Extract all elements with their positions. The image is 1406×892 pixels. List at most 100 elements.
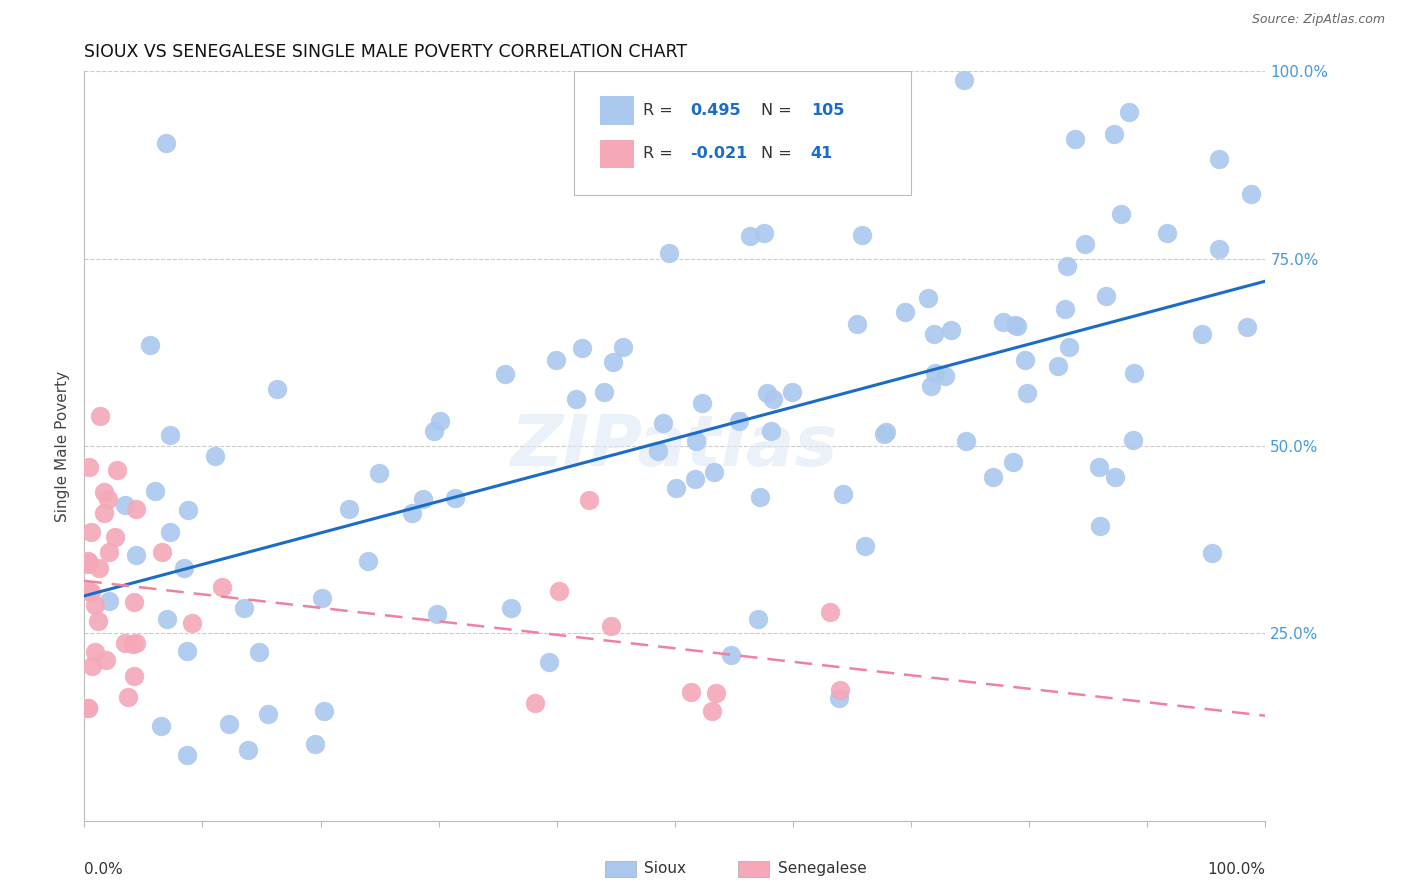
Point xyxy=(77,701,100,715)
Point xyxy=(176,747,198,762)
Text: Senegalese: Senegalese xyxy=(778,862,866,876)
Point xyxy=(80,585,103,599)
Point xyxy=(1064,132,1087,146)
Point xyxy=(143,484,166,499)
Point xyxy=(748,491,770,505)
Text: 41: 41 xyxy=(811,146,832,161)
Point xyxy=(139,337,162,351)
Point xyxy=(578,492,600,507)
Point xyxy=(1240,187,1263,202)
Point xyxy=(1005,319,1028,334)
Point xyxy=(1118,105,1140,120)
Point xyxy=(747,612,769,626)
Point xyxy=(149,719,172,733)
Point xyxy=(922,327,945,342)
Point xyxy=(423,425,446,439)
Point xyxy=(830,682,852,697)
Point xyxy=(704,686,727,700)
Point xyxy=(122,637,145,651)
Point xyxy=(1104,469,1126,483)
Point xyxy=(658,245,681,260)
Point xyxy=(77,701,100,715)
Text: N =: N = xyxy=(761,103,797,118)
Point xyxy=(499,601,522,615)
Point xyxy=(494,368,516,382)
Point xyxy=(1014,353,1036,368)
Point xyxy=(1074,237,1097,252)
Point xyxy=(924,366,946,380)
Point xyxy=(754,226,776,240)
Point xyxy=(93,507,115,521)
Point xyxy=(853,539,876,553)
Point xyxy=(1004,318,1026,333)
Text: 0.495: 0.495 xyxy=(690,103,741,118)
Point xyxy=(759,424,782,438)
Point xyxy=(357,553,380,567)
Point xyxy=(87,614,110,628)
Point xyxy=(125,548,148,562)
Text: SIOUX VS SENEGALESE SINGLE MALE POVERTY CORRELATION CHART: SIOUX VS SENEGALESE SINGLE MALE POVERTY … xyxy=(84,44,688,62)
Point xyxy=(156,612,179,626)
Point xyxy=(1088,459,1111,474)
Point xyxy=(176,644,198,658)
Point xyxy=(1053,301,1076,316)
Point xyxy=(304,737,326,751)
Text: N =: N = xyxy=(761,146,797,161)
Point xyxy=(547,584,569,599)
Point xyxy=(652,417,675,431)
Point xyxy=(1094,289,1116,303)
Point xyxy=(93,484,115,499)
Point xyxy=(762,392,785,406)
Point xyxy=(312,704,335,718)
Point xyxy=(311,591,333,606)
Point xyxy=(685,434,707,448)
Point xyxy=(1156,227,1178,241)
Text: R =: R = xyxy=(643,103,678,118)
Point xyxy=(1047,359,1070,373)
Point xyxy=(845,318,868,332)
Point xyxy=(820,605,842,619)
Point xyxy=(953,73,976,87)
Point xyxy=(1057,340,1080,354)
Point xyxy=(177,503,200,517)
Point xyxy=(218,716,240,731)
Point xyxy=(173,560,195,574)
Point xyxy=(266,382,288,396)
Point xyxy=(1109,207,1132,221)
Point xyxy=(337,502,360,516)
Text: 100.0%: 100.0% xyxy=(1208,862,1265,877)
Point xyxy=(77,554,100,568)
Point xyxy=(720,648,742,663)
Point xyxy=(1056,260,1078,274)
Point xyxy=(1102,128,1125,142)
Point xyxy=(444,491,467,505)
Point xyxy=(851,228,873,243)
FancyBboxPatch shape xyxy=(600,96,634,125)
Point xyxy=(1191,327,1213,342)
Point xyxy=(702,704,724,718)
Text: 105: 105 xyxy=(811,103,844,118)
Point xyxy=(1201,546,1223,560)
FancyBboxPatch shape xyxy=(575,71,911,195)
Point xyxy=(993,315,1015,329)
Point xyxy=(97,594,120,608)
Point xyxy=(125,502,148,516)
Point xyxy=(683,472,706,486)
Text: 0.0%: 0.0% xyxy=(84,862,124,877)
Point xyxy=(83,645,105,659)
Point xyxy=(77,583,100,598)
Point xyxy=(917,291,939,305)
Point xyxy=(544,353,567,368)
Point xyxy=(955,434,977,449)
Point xyxy=(599,619,621,633)
Point xyxy=(97,491,120,506)
Text: R =: R = xyxy=(643,146,678,161)
Point xyxy=(124,669,146,683)
FancyBboxPatch shape xyxy=(600,139,634,168)
Point xyxy=(755,385,778,400)
Point xyxy=(367,467,389,481)
Point xyxy=(89,409,111,424)
Y-axis label: Single Male Poverty: Single Male Poverty xyxy=(55,370,70,522)
Point xyxy=(181,615,204,630)
Point xyxy=(155,136,177,151)
